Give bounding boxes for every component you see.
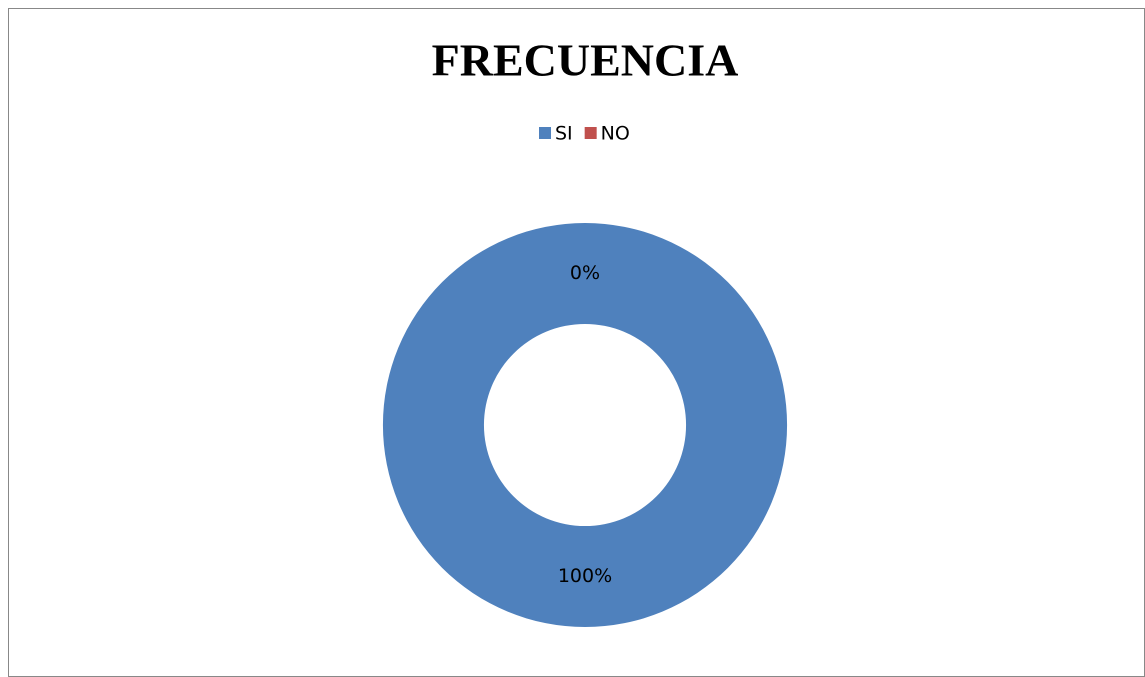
data-label: 100% [558, 565, 612, 587]
data-label: 0% [570, 262, 600, 284]
donut-slice [382, 222, 788, 628]
legend-swatch [584, 127, 597, 139]
legend-swatch [539, 127, 551, 139]
legend-label: SI [555, 123, 573, 145]
chart-title: FRECUENCIA [432, 35, 739, 86]
legend-label: NO [601, 123, 630, 145]
